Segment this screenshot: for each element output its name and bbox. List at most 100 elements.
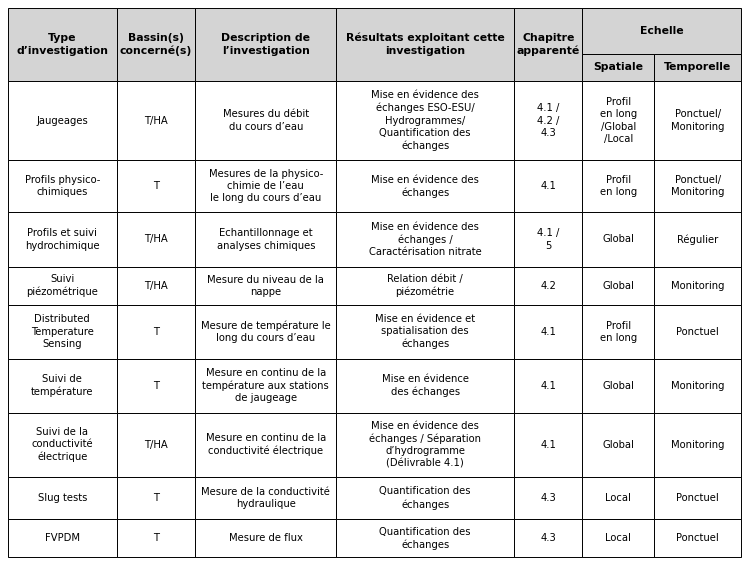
Text: Spatiale: Spatiale (593, 62, 643, 72)
Text: Suivi
piézométrique: Suivi piézométrique (26, 275, 98, 297)
Bar (336, 160, 514, 212)
Text: Profil
en long
/Global
/Local: Profil en long /Global /Local (600, 97, 637, 144)
Bar (336, 519, 514, 557)
Text: Mesure de la conductivité
hydraulique: Mesure de la conductivité hydraulique (201, 487, 330, 509)
Bar (8, 160, 117, 212)
Bar (195, 81, 336, 160)
Text: Global: Global (602, 234, 634, 244)
Text: Mesure en continu de la
température aux stations
de jaugeage: Mesure en continu de la température aux … (202, 368, 329, 403)
Bar (117, 212, 195, 267)
Text: Profils et suivi
hydrochimique: Profils et suivi hydrochimique (25, 228, 100, 250)
Text: Echelle: Echelle (640, 26, 684, 36)
Bar (583, 267, 655, 305)
Text: T: T (153, 181, 159, 191)
Text: Distributed
Temperature
Sensing: Distributed Temperature Sensing (31, 314, 94, 349)
Bar (655, 81, 741, 160)
Text: Slug tests: Slug tests (37, 493, 87, 503)
Bar (8, 359, 117, 412)
Text: Ponctuel/
Monitoring: Ponctuel/ Monitoring (671, 110, 724, 132)
Text: Mise en évidence et
spatialisation des
échanges: Mise en évidence et spatialisation des é… (375, 314, 476, 350)
Text: Bassin(s)
concerné(s): Bassin(s) concerné(s) (120, 33, 192, 56)
Text: Mesures de la physico-
chimie de l’eau
le long du cours d’eau: Mesures de la physico- chimie de l’eau l… (209, 169, 323, 203)
Text: Chapitre
apparenté: Chapitre apparenté (517, 33, 580, 56)
Bar (336, 412, 514, 477)
Bar (655, 212, 741, 267)
Bar (655, 267, 741, 305)
Bar (336, 212, 514, 267)
Text: Global: Global (602, 440, 634, 450)
Bar (117, 359, 195, 412)
Text: Ponctuel/
Monitoring: Ponctuel/ Monitoring (671, 175, 724, 197)
Bar (514, 477, 583, 519)
Text: Mise en évidence
des échanges: Mise en évidence des échanges (382, 374, 469, 397)
Bar (8, 212, 117, 267)
Text: 4.2: 4.2 (540, 281, 557, 291)
Text: Temporelle: Temporelle (664, 62, 731, 72)
Bar (583, 412, 655, 477)
Text: Suivi de
température: Suivi de température (31, 374, 94, 397)
Text: T/HA: T/HA (144, 234, 168, 244)
Bar (195, 212, 336, 267)
Bar (655, 477, 741, 519)
Bar (514, 212, 583, 267)
Bar (117, 477, 195, 519)
Text: 4.1: 4.1 (540, 181, 557, 191)
Text: T/HA: T/HA (144, 281, 168, 291)
Bar (8, 412, 117, 477)
Bar (583, 8, 741, 54)
Text: Mise en évidence des
échanges /
Caractérisation nitrate: Mise en évidence des échanges / Caractér… (369, 221, 482, 257)
Bar (514, 359, 583, 412)
Text: Monitoring: Monitoring (671, 381, 724, 390)
Bar (117, 81, 195, 160)
Text: Mise en évidence des
échanges: Mise en évidence des échanges (372, 175, 479, 198)
Text: Mesure de température le
long du cours d’eau: Mesure de température le long du cours d… (201, 320, 330, 343)
Bar (583, 305, 655, 359)
Text: Local: Local (605, 533, 631, 543)
Bar (655, 160, 741, 212)
Bar (655, 519, 741, 557)
Text: Quantification des
échanges: Quantification des échanges (380, 527, 471, 550)
Text: T/HA: T/HA (144, 440, 168, 450)
Bar (583, 54, 655, 81)
Bar (195, 8, 336, 81)
Bar (514, 160, 583, 212)
Bar (583, 359, 655, 412)
Text: T: T (153, 493, 159, 503)
Text: T/HA: T/HA (144, 116, 168, 125)
Bar (8, 305, 117, 359)
Text: Mesure en continu de la
conductivité électrique: Mesure en continu de la conductivité éle… (206, 433, 326, 456)
Text: Quantification des
échanges: Quantification des échanges (380, 486, 471, 510)
Text: Ponctuel: Ponctuel (676, 533, 719, 543)
Text: 4.1 /
5: 4.1 / 5 (537, 228, 560, 250)
Bar (8, 267, 117, 305)
Text: Local: Local (605, 493, 631, 503)
Bar (336, 267, 514, 305)
Bar (655, 412, 741, 477)
Bar (583, 519, 655, 557)
Text: Description de
l’investigation: Description de l’investigation (221, 33, 310, 55)
Bar (583, 477, 655, 519)
Bar (336, 8, 514, 81)
Text: Profil
en long: Profil en long (600, 175, 637, 197)
Text: 4.1: 4.1 (540, 381, 557, 390)
Text: Résultats exploitant cette
investigation: Résultats exploitant cette investigation (346, 33, 505, 56)
Text: 4.3: 4.3 (540, 493, 556, 503)
Text: 4.1: 4.1 (540, 440, 557, 450)
Text: T: T (153, 327, 159, 337)
Text: Mesure du niveau de la
nappe: Mesure du niveau de la nappe (207, 275, 324, 297)
Bar (514, 519, 583, 557)
Bar (655, 359, 741, 412)
Text: Mise en évidence des
échanges ESO-ESU/
Hydrogrammes/
Quantification des
échanges: Mise en évidence des échanges ESO-ESU/ H… (372, 90, 479, 151)
Bar (117, 305, 195, 359)
Bar (583, 81, 655, 160)
Text: Monitoring: Monitoring (671, 440, 724, 450)
Text: 4.1: 4.1 (540, 327, 557, 337)
Bar (8, 519, 117, 557)
Bar (336, 477, 514, 519)
Bar (195, 412, 336, 477)
Bar (117, 160, 195, 212)
Text: T: T (153, 533, 159, 543)
Bar (195, 359, 336, 412)
Bar (8, 81, 117, 160)
Text: Ponctuel: Ponctuel (676, 493, 719, 503)
